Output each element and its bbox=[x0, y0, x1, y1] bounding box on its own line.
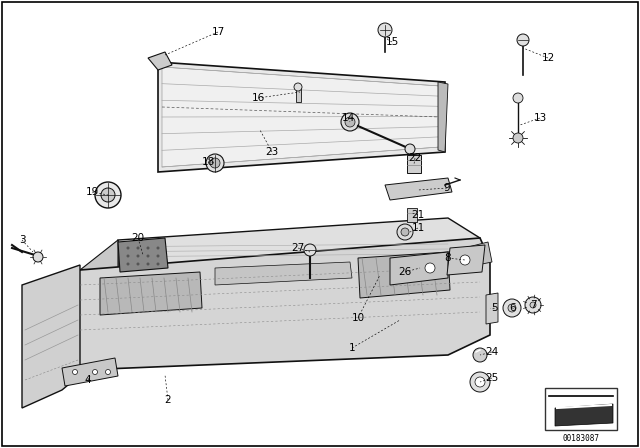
Polygon shape bbox=[215, 262, 352, 285]
Circle shape bbox=[127, 246, 129, 250]
Text: 14: 14 bbox=[341, 113, 355, 123]
Polygon shape bbox=[118, 238, 168, 272]
Text: 8: 8 bbox=[445, 253, 451, 263]
Circle shape bbox=[425, 263, 435, 273]
Polygon shape bbox=[358, 252, 450, 298]
Circle shape bbox=[157, 246, 159, 250]
Circle shape bbox=[473, 348, 487, 362]
Text: 19: 19 bbox=[85, 187, 99, 197]
Circle shape bbox=[93, 370, 97, 375]
Text: 10: 10 bbox=[351, 313, 365, 323]
Circle shape bbox=[33, 252, 43, 262]
Circle shape bbox=[378, 23, 392, 37]
Text: 4: 4 bbox=[84, 375, 92, 385]
Polygon shape bbox=[438, 82, 448, 152]
Circle shape bbox=[525, 297, 541, 313]
Polygon shape bbox=[486, 293, 498, 324]
Circle shape bbox=[136, 263, 140, 266]
Circle shape bbox=[513, 93, 523, 103]
Circle shape bbox=[460, 255, 470, 265]
Text: 2: 2 bbox=[164, 395, 172, 405]
Circle shape bbox=[127, 254, 129, 258]
Text: 25: 25 bbox=[485, 373, 499, 383]
Circle shape bbox=[294, 83, 302, 91]
Text: 15: 15 bbox=[385, 37, 399, 47]
Polygon shape bbox=[447, 245, 485, 275]
Circle shape bbox=[475, 377, 485, 387]
Circle shape bbox=[530, 302, 536, 308]
Polygon shape bbox=[390, 252, 448, 285]
Circle shape bbox=[136, 254, 140, 258]
Circle shape bbox=[210, 158, 220, 168]
Polygon shape bbox=[118, 218, 480, 272]
Text: 22: 22 bbox=[408, 153, 422, 163]
Circle shape bbox=[157, 254, 159, 258]
Text: 20: 20 bbox=[131, 233, 145, 243]
Circle shape bbox=[147, 254, 150, 258]
Text: 27: 27 bbox=[291, 243, 305, 253]
Circle shape bbox=[341, 113, 359, 131]
Text: 26: 26 bbox=[398, 267, 412, 277]
Text: 18: 18 bbox=[202, 157, 214, 167]
Bar bbox=[407, 208, 417, 222]
Text: 13: 13 bbox=[533, 113, 547, 123]
Text: 17: 17 bbox=[211, 27, 225, 37]
Polygon shape bbox=[555, 404, 613, 426]
Circle shape bbox=[136, 246, 140, 250]
Circle shape bbox=[72, 370, 77, 375]
Text: 21: 21 bbox=[412, 210, 424, 220]
Circle shape bbox=[304, 244, 316, 256]
Text: 5: 5 bbox=[491, 303, 497, 313]
Text: 16: 16 bbox=[252, 93, 264, 103]
Circle shape bbox=[508, 304, 516, 312]
Text: 7: 7 bbox=[530, 300, 536, 310]
Circle shape bbox=[517, 34, 529, 46]
Bar bbox=[407, 155, 421, 173]
Circle shape bbox=[345, 117, 355, 127]
Polygon shape bbox=[385, 178, 452, 200]
Polygon shape bbox=[148, 52, 172, 70]
Circle shape bbox=[95, 182, 121, 208]
Polygon shape bbox=[22, 265, 80, 408]
Circle shape bbox=[147, 246, 150, 250]
Bar bbox=[296, 88, 301, 102]
Text: 23: 23 bbox=[266, 147, 278, 157]
Polygon shape bbox=[62, 358, 118, 386]
Text: 12: 12 bbox=[541, 53, 555, 63]
Circle shape bbox=[470, 372, 490, 392]
Text: 6: 6 bbox=[509, 303, 516, 313]
Circle shape bbox=[397, 224, 413, 240]
Polygon shape bbox=[162, 67, 440, 167]
Circle shape bbox=[101, 188, 115, 202]
Circle shape bbox=[106, 370, 111, 375]
Text: 1: 1 bbox=[349, 343, 355, 353]
Circle shape bbox=[127, 263, 129, 266]
Text: 00183087: 00183087 bbox=[563, 434, 600, 443]
Polygon shape bbox=[62, 238, 490, 370]
Polygon shape bbox=[448, 242, 492, 270]
Text: 24: 24 bbox=[485, 347, 499, 357]
Circle shape bbox=[206, 154, 224, 172]
Circle shape bbox=[401, 228, 409, 236]
Polygon shape bbox=[158, 62, 445, 172]
Circle shape bbox=[147, 263, 150, 266]
Circle shape bbox=[513, 133, 523, 143]
Bar bbox=[545, 388, 617, 430]
Text: 9: 9 bbox=[444, 183, 451, 193]
Polygon shape bbox=[80, 240, 118, 302]
Text: 11: 11 bbox=[412, 223, 424, 233]
Circle shape bbox=[503, 299, 521, 317]
Circle shape bbox=[405, 144, 415, 154]
Polygon shape bbox=[100, 272, 202, 315]
Text: 3: 3 bbox=[19, 235, 26, 245]
Circle shape bbox=[157, 263, 159, 266]
